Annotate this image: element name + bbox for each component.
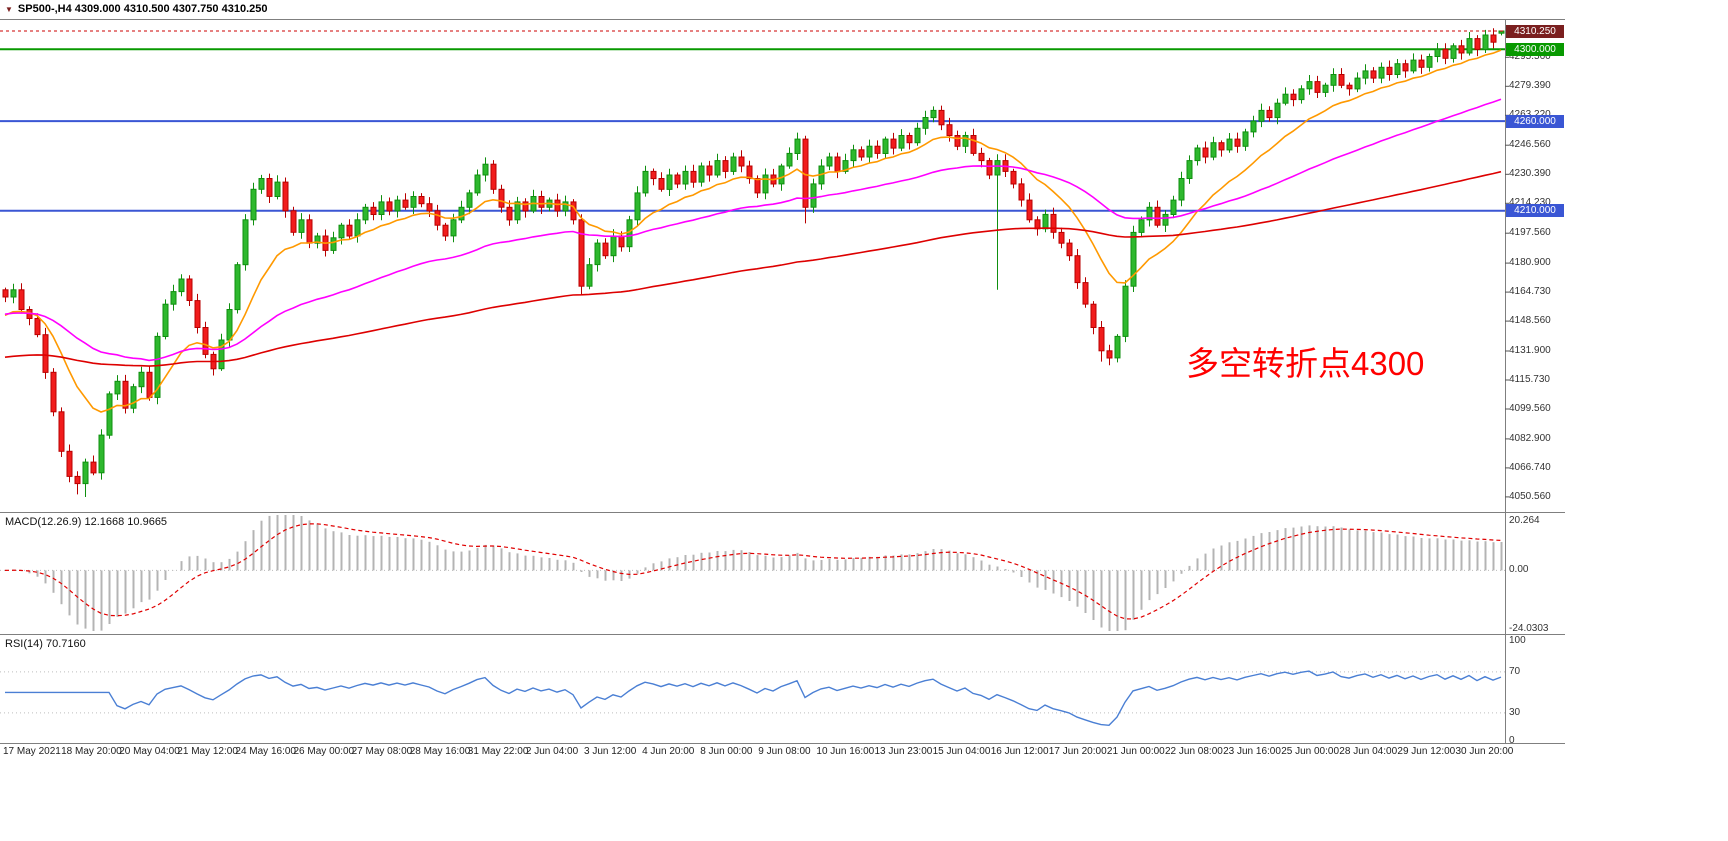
- time-axis-label: 27 May 08:00: [351, 746, 413, 757]
- time-axis-label: 16 Jun 12:00: [990, 746, 1049, 757]
- price-axis-label: 4082.900: [1509, 432, 1551, 444]
- time-axis-label: 28 Jun 04:00: [1339, 746, 1398, 757]
- rsi-line: [5, 670, 1502, 727]
- price-axis-label: 4246.560: [1509, 139, 1551, 151]
- symbol-info-bar: ▼ SP500-,H4 4309.000 4310.500 4307.750 4…: [5, 3, 267, 15]
- time-axis-label: 15 Jun 04:00: [932, 746, 991, 757]
- rsi-axis-label: 70: [1509, 665, 1521, 677]
- price-axis-label: 4148.560: [1509, 315, 1551, 327]
- time-axis-label: 25 Jun 00:00: [1281, 746, 1340, 757]
- time-axis-label: 4 Jun 20:00: [642, 746, 695, 757]
- price-level-tag-4210.000: 4210.000: [1506, 204, 1564, 218]
- time-axis-label: 21 May 12:00: [177, 746, 238, 757]
- time-axis-label: 17 Jun 20:00: [1048, 746, 1107, 757]
- annotation-text-object[interactable]: 多空转折点4300: [1186, 345, 1425, 382]
- candlestick-series: [2, 28, 1505, 497]
- macd-signal-line: [4, 523, 1502, 620]
- price-axis-label: 4066.740: [1509, 461, 1551, 473]
- ma-medium-magenta: [4, 98, 1502, 362]
- macd-indicator-label: MACD(12.26.9) 12.1668 10.9665: [5, 516, 168, 528]
- price-axis-label: 4279.390: [1509, 80, 1551, 92]
- time-axis-label: 9 Jun 08:00: [758, 746, 811, 757]
- time-axis-label: 28 May 16:00: [409, 746, 471, 757]
- time-axis-label: 20 May 04:00: [119, 746, 180, 757]
- time-axis-label: 22 Jun 08:00: [1165, 746, 1223, 757]
- ma-fast-orange: [4, 49, 1502, 413]
- macd-histogram: [12, 515, 1503, 631]
- time-axis-label: 8 Jun 00:00: [700, 746, 753, 757]
- price-level-tag-4260.000: 4260.000: [1506, 114, 1564, 128]
- time-axis-label: 13 Jun 23:00: [874, 746, 933, 757]
- chart-window-icon: ▼: [5, 4, 13, 14]
- price-level-tag-4300.000: 4300.000: [1506, 42, 1564, 56]
- price-axis-label: 4214.230: [1509, 197, 1551, 209]
- time-axis-label: 17 May 2021: [3, 746, 61, 757]
- rsi-axis-label: 0: [1509, 735, 1515, 746]
- time-axis-label: 3 Jun 12:00: [584, 746, 637, 757]
- time-axis-label: 2 Jun 04:00: [525, 746, 579, 757]
- macd-axis-label: 20.264: [1509, 515, 1540, 526]
- price-axis-label: 4050.560: [1509, 490, 1551, 502]
- time-axis-label: 26 May 00:00: [293, 746, 355, 757]
- time-axis-label: 30 Jun 20:00: [1455, 746, 1514, 757]
- symbol-ohlc-text: SP500-,H4 4309.000 4310.500 4307.750 431…: [17, 3, 268, 15]
- price-level-tag-4310.250: 4310.250: [1506, 24, 1564, 38]
- price-axis-label: 4164.730: [1509, 286, 1551, 298]
- price-axis-label: 4115.730: [1509, 374, 1550, 385]
- price-axis-label: 4197.560: [1509, 227, 1551, 239]
- macd-axis-label: -24.0303: [1509, 623, 1549, 634]
- ma-slow-red: [4, 170, 1502, 367]
- price-axis-label: 4230.390: [1509, 168, 1551, 180]
- time-axis-label: 23 Jun 16:00: [1223, 746, 1281, 757]
- rsi-axis-label: 30: [1509, 706, 1521, 718]
- macd-axis-label: 0.00: [1509, 564, 1529, 576]
- time-axis-label: 29 Jun 12:00: [1397, 746, 1456, 757]
- time-axis-label: 18 May 20:00: [61, 746, 122, 757]
- rsi-indicator-label: RSI(14) 70.7160: [5, 638, 86, 650]
- price-axis-label: 4099.560: [1509, 403, 1551, 414]
- time-axis-label: 21 Jun 00:00: [1106, 746, 1165, 757]
- time-axis-label: 10 Jun 16:00: [816, 746, 875, 757]
- time-axis-label: 31 May 22:00: [467, 746, 529, 757]
- price-axis-label: 4131.900: [1509, 345, 1551, 356]
- price-axis-label: 4180.900: [1509, 257, 1551, 269]
- price-axis-label: 4295.560: [1509, 51, 1551, 63]
- time-axis-label: 24 May 16:00: [235, 746, 296, 757]
- rsi-axis-label: 100: [1509, 635, 1526, 647]
